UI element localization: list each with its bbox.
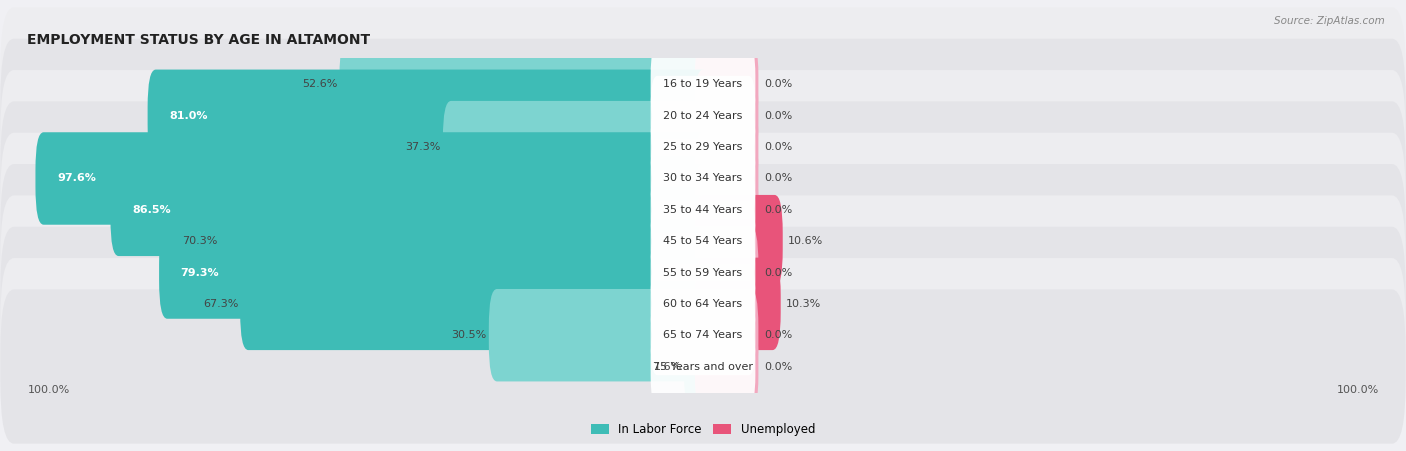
FancyBboxPatch shape (0, 39, 1406, 193)
FancyBboxPatch shape (219, 195, 711, 287)
FancyBboxPatch shape (148, 69, 711, 162)
Text: 75 Years and over: 75 Years and over (652, 362, 754, 372)
FancyBboxPatch shape (443, 101, 711, 193)
Text: 67.3%: 67.3% (202, 299, 238, 309)
FancyBboxPatch shape (0, 7, 1406, 161)
FancyBboxPatch shape (695, 101, 758, 193)
Text: 0.0%: 0.0% (763, 330, 792, 340)
FancyBboxPatch shape (0, 195, 1406, 350)
Text: 0.0%: 0.0% (763, 267, 792, 277)
Text: 0.0%: 0.0% (763, 362, 792, 372)
FancyBboxPatch shape (651, 138, 755, 218)
FancyBboxPatch shape (0, 164, 1406, 318)
FancyBboxPatch shape (695, 195, 783, 287)
Text: 55 to 59 Years: 55 to 59 Years (664, 267, 742, 277)
FancyBboxPatch shape (695, 226, 758, 319)
Text: 70.3%: 70.3% (183, 236, 218, 246)
FancyBboxPatch shape (695, 320, 758, 413)
FancyBboxPatch shape (111, 164, 711, 256)
FancyBboxPatch shape (651, 170, 755, 250)
Text: 81.0%: 81.0% (169, 111, 208, 121)
FancyBboxPatch shape (35, 132, 711, 225)
Text: 0.0%: 0.0% (763, 174, 792, 184)
Text: 35 to 44 Years: 35 to 44 Years (664, 205, 742, 215)
Text: 52.6%: 52.6% (302, 79, 337, 89)
FancyBboxPatch shape (240, 258, 711, 350)
FancyBboxPatch shape (0, 227, 1406, 381)
Legend: In Labor Force, Unemployed: In Labor Force, Unemployed (586, 419, 820, 441)
Text: 10.3%: 10.3% (786, 299, 821, 309)
FancyBboxPatch shape (695, 258, 780, 350)
Text: 0.0%: 0.0% (763, 142, 792, 152)
Text: 25 to 29 Years: 25 to 29 Years (664, 142, 742, 152)
FancyBboxPatch shape (0, 101, 1406, 256)
Text: 30.5%: 30.5% (451, 330, 486, 340)
Text: 45 to 54 Years: 45 to 54 Years (664, 236, 742, 246)
FancyBboxPatch shape (0, 133, 1406, 287)
FancyBboxPatch shape (685, 320, 711, 413)
Text: 0.0%: 0.0% (763, 79, 792, 89)
FancyBboxPatch shape (0, 70, 1406, 224)
FancyBboxPatch shape (695, 69, 758, 162)
FancyBboxPatch shape (651, 295, 755, 375)
Text: 30 to 34 Years: 30 to 34 Years (664, 174, 742, 184)
Text: 1.6%: 1.6% (654, 362, 682, 372)
FancyBboxPatch shape (651, 264, 755, 344)
Text: 97.6%: 97.6% (58, 174, 96, 184)
FancyBboxPatch shape (651, 45, 755, 124)
FancyBboxPatch shape (695, 164, 758, 256)
Text: 0.0%: 0.0% (763, 111, 792, 121)
Text: 79.3%: 79.3% (181, 267, 219, 277)
FancyBboxPatch shape (695, 38, 758, 131)
Text: 60 to 64 Years: 60 to 64 Years (664, 299, 742, 309)
Text: 20 to 24 Years: 20 to 24 Years (664, 111, 742, 121)
FancyBboxPatch shape (0, 290, 1406, 444)
Text: 86.5%: 86.5% (132, 205, 170, 215)
Text: 65 to 74 Years: 65 to 74 Years (664, 330, 742, 340)
Text: 10.6%: 10.6% (789, 236, 824, 246)
Text: 100.0%: 100.0% (27, 385, 70, 395)
Text: 100.0%: 100.0% (1336, 385, 1379, 395)
FancyBboxPatch shape (651, 76, 755, 156)
Text: 16 to 19 Years: 16 to 19 Years (664, 79, 742, 89)
FancyBboxPatch shape (651, 327, 755, 406)
FancyBboxPatch shape (0, 258, 1406, 412)
Text: 0.0%: 0.0% (763, 205, 792, 215)
FancyBboxPatch shape (651, 201, 755, 281)
FancyBboxPatch shape (159, 226, 711, 319)
FancyBboxPatch shape (651, 233, 755, 313)
FancyBboxPatch shape (695, 132, 758, 225)
FancyBboxPatch shape (339, 38, 711, 131)
FancyBboxPatch shape (695, 289, 758, 382)
Text: EMPLOYMENT STATUS BY AGE IN ALTAMONT: EMPLOYMENT STATUS BY AGE IN ALTAMONT (27, 33, 370, 47)
FancyBboxPatch shape (489, 289, 711, 382)
Text: 37.3%: 37.3% (405, 142, 441, 152)
FancyBboxPatch shape (651, 107, 755, 187)
Text: Source: ZipAtlas.com: Source: ZipAtlas.com (1274, 16, 1385, 26)
